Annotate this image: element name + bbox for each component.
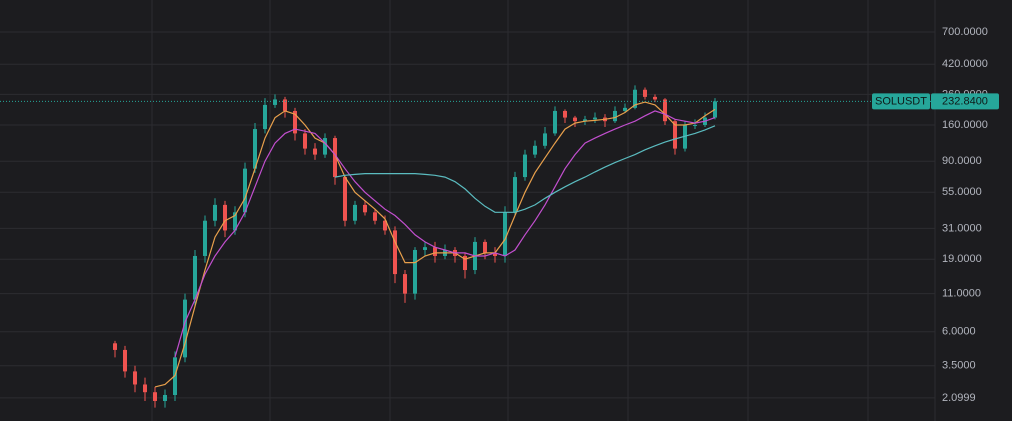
y-tick-label: 55.0000 <box>942 186 982 198</box>
candle-body <box>563 110 567 118</box>
candle-body <box>133 371 137 385</box>
symbol-box <box>872 93 930 110</box>
candle-body <box>463 255 467 271</box>
candle-body <box>383 220 387 231</box>
candle-body <box>323 138 327 155</box>
price-label: 232.8400 <box>942 95 988 107</box>
candle-body <box>553 110 557 134</box>
y-tick-label: 31.0000 <box>942 222 982 234</box>
candle-body <box>253 129 257 169</box>
candle-body <box>523 154 527 178</box>
y-tick-label: 2.0999 <box>942 392 976 404</box>
y-tick-label: 11.0000 <box>942 288 981 300</box>
candle-body <box>233 212 237 231</box>
y-tick-label: 3.5000 <box>942 360 976 372</box>
candle-body <box>143 384 147 393</box>
candle-body <box>633 89 637 108</box>
y-tick-label: 19.0000 <box>942 253 982 265</box>
candle-body <box>613 110 617 122</box>
candle-body <box>653 96 657 100</box>
candle-body <box>423 247 427 250</box>
candle-body <box>643 89 647 97</box>
candle-body <box>693 124 697 126</box>
candle-body <box>243 168 247 213</box>
candle-body <box>293 110 297 134</box>
candle-body <box>123 349 127 372</box>
candle-body <box>113 343 117 350</box>
candle-body <box>623 107 627 111</box>
y-tick-label: 420.0000 <box>942 58 988 70</box>
candle-body <box>533 145 537 155</box>
moving-average-line <box>154 101 716 388</box>
candle-body <box>513 177 517 213</box>
candle-body <box>223 204 227 231</box>
candle-body <box>393 230 397 275</box>
candle-body <box>183 299 187 358</box>
candle-body <box>573 117 577 122</box>
candle-body <box>163 395 167 402</box>
candle-body <box>503 212 507 256</box>
candle-body <box>303 133 307 149</box>
candle-body <box>273 99 277 105</box>
candle-body <box>413 249 417 294</box>
y-tick-label: 700.0000 <box>942 26 988 38</box>
candle-body <box>193 255 197 300</box>
candle-body <box>333 138 337 178</box>
candle-body <box>583 119 587 122</box>
candle-body <box>433 247 437 256</box>
candle-body <box>343 177 347 221</box>
candle-body <box>313 148 317 155</box>
candle-body <box>153 392 157 402</box>
symbol-label: SOLUSDT <box>875 95 927 107</box>
candle-body <box>213 204 217 221</box>
candle-body <box>493 252 497 256</box>
moving-average-line <box>174 110 716 358</box>
candle-body <box>283 99 287 111</box>
candle-body <box>353 204 357 221</box>
time-grid <box>151 0 869 421</box>
y-tick-label: 160.0000 <box>942 119 988 131</box>
moving-average-line <box>334 125 716 213</box>
candle-body <box>663 99 667 122</box>
candle-body <box>483 241 487 253</box>
candle-body <box>543 133 547 146</box>
y-tick-label: 90.0000 <box>942 155 982 167</box>
y-tick-label: 6.0000 <box>942 326 976 338</box>
candle-body <box>203 220 207 256</box>
candle-body <box>673 121 677 149</box>
price-box <box>931 93 999 110</box>
candle-body <box>263 104 267 130</box>
candle-body <box>403 274 407 294</box>
candle-body <box>593 117 597 120</box>
candle-body <box>373 212 377 221</box>
candle-body <box>363 204 367 213</box>
